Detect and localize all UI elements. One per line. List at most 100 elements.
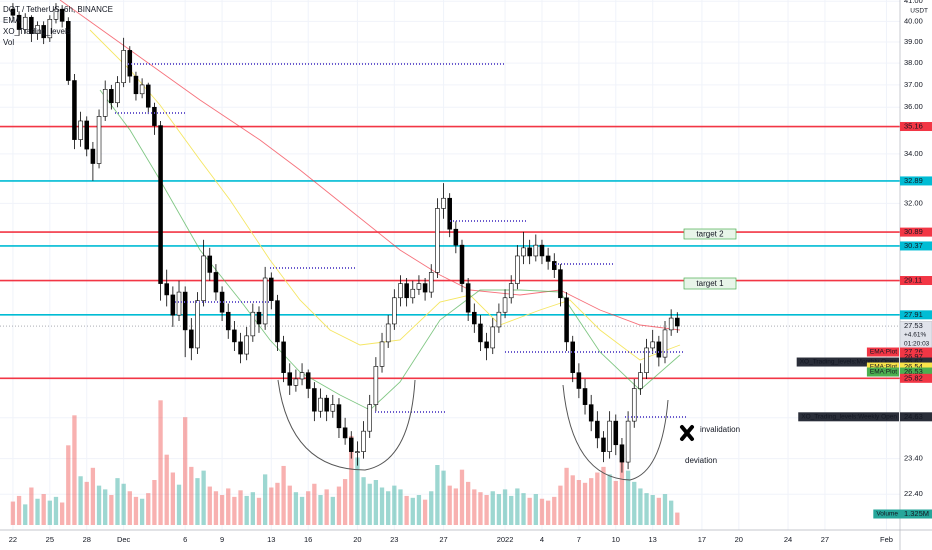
x-tick-label: 13 <box>267 535 275 544</box>
price-label-bg <box>900 362 932 372</box>
x-tick-label: 2022 <box>497 535 514 544</box>
volume-bar <box>306 491 311 525</box>
candle-body <box>16 14 22 30</box>
badge-name-bg <box>866 347 899 357</box>
volume-bar <box>644 493 649 525</box>
candle-body <box>256 311 262 325</box>
price-label-bg <box>900 241 932 251</box>
badge-name-bg <box>798 412 899 422</box>
candle-body <box>515 255 520 284</box>
x-tick-label: 9 <box>220 535 224 544</box>
badge-name-bg <box>796 357 899 367</box>
candle-body <box>435 208 440 273</box>
volume-bar <box>275 482 280 525</box>
price-label: 32.89 <box>904 176 923 185</box>
candle-body <box>588 404 594 422</box>
volume-bar <box>582 482 588 525</box>
candle-body <box>453 228 459 246</box>
volume-bar <box>429 491 434 525</box>
candle-body <box>490 326 496 349</box>
candle-body <box>361 430 366 452</box>
candle-body <box>262 277 268 325</box>
candle-body <box>527 247 532 257</box>
volume-bar <box>515 488 520 525</box>
volume-bar <box>472 489 477 525</box>
x-tick-label: 23 <box>390 535 398 544</box>
candle-body <box>675 317 680 327</box>
candle-body <box>459 244 465 284</box>
candle-body <box>342 427 348 439</box>
badge-name: EMA:Plot <box>870 349 897 356</box>
candle-body <box>287 372 293 386</box>
candle-body <box>22 16 28 30</box>
candle-body <box>638 372 643 389</box>
badge-name: EMA:Plot <box>870 364 897 371</box>
volume-bar <box>613 480 618 525</box>
candle-body <box>109 89 114 104</box>
volume-bar <box>502 489 508 525</box>
y-tick-label: 23.40 <box>904 454 923 463</box>
candle-body <box>133 75 139 95</box>
candle-body <box>392 297 397 325</box>
y-tick-label: 40.00 <box>904 16 923 25</box>
x-tick-label: 4 <box>540 535 544 544</box>
candle-body <box>275 300 280 343</box>
volume-bar <box>72 415 77 525</box>
x-stroke <box>680 425 694 441</box>
volume-bar <box>398 489 403 525</box>
y-tick-label: 32.00 <box>904 198 923 207</box>
y-tick-label: 34.00 <box>904 149 923 158</box>
volume-bar <box>318 495 323 525</box>
volume-bar <box>293 492 299 525</box>
price-label: 27.91 <box>904 310 923 319</box>
volume-bar <box>226 488 231 525</box>
candle-body <box>78 120 83 140</box>
volume-bar <box>490 491 495 525</box>
candle-body <box>139 84 145 95</box>
volume-pane <box>10 400 680 525</box>
volume-bar <box>336 486 342 525</box>
price-label-bg <box>900 176 932 186</box>
volume-bar <box>201 470 206 525</box>
price-label-bg <box>900 412 932 422</box>
y-tick-label: 36.00 <box>904 102 923 111</box>
annotation: deviation <box>685 456 717 465</box>
candle-body <box>644 347 649 373</box>
volume-bar <box>324 489 329 525</box>
volume-bar <box>256 497 262 525</box>
candle-body <box>595 420 600 439</box>
candle-body <box>158 125 163 284</box>
price-label: 26.97 <box>904 352 923 361</box>
volume-bar <box>133 496 139 525</box>
candle-body <box>53 8 59 20</box>
pattern-curve <box>277 379 416 471</box>
candle-body <box>29 16 34 34</box>
volume-bar <box>59 502 65 525</box>
volume-bar <box>10 501 16 525</box>
volume-bar <box>164 454 169 525</box>
candle-body <box>170 294 176 316</box>
candle-body <box>299 372 305 380</box>
volume-bar <box>299 496 305 525</box>
annotation: invalidation <box>700 425 740 434</box>
volume-bar <box>84 481 89 525</box>
candle-body <box>195 300 200 349</box>
candle-body <box>521 247 526 257</box>
target-box <box>683 228 737 240</box>
annotation: target 1 <box>696 279 724 288</box>
volume-bar <box>392 485 397 525</box>
volume-bar <box>527 497 532 525</box>
volume-bar <box>447 485 452 525</box>
candle-body <box>269 277 274 301</box>
volume-bar <box>355 457 360 525</box>
x-tick-label: 25 <box>46 535 54 544</box>
candle-body <box>84 120 90 150</box>
candle-body <box>422 283 428 293</box>
candle-body <box>59 8 65 22</box>
candle-body <box>545 255 551 262</box>
volume-bar <box>262 474 268 525</box>
candle-body <box>668 317 674 331</box>
candle-body <box>152 106 157 126</box>
price-label-bg <box>900 122 932 132</box>
